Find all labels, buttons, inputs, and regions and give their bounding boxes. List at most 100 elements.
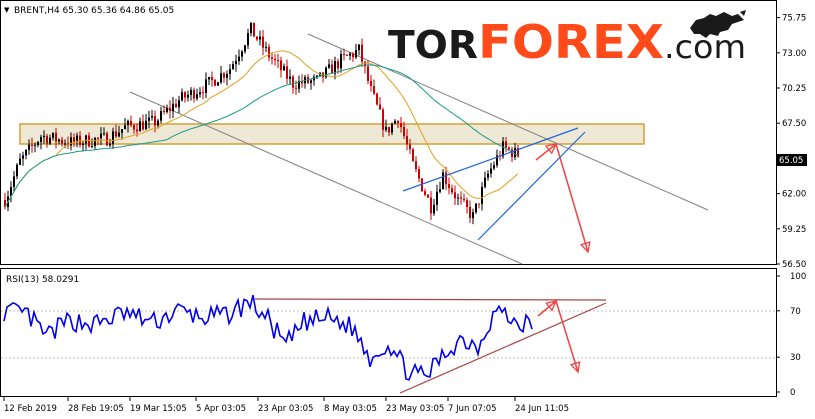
candle-body bbox=[115, 131, 117, 137]
candle-body bbox=[217, 82, 219, 86]
candle-body bbox=[157, 120, 159, 126]
price-tick-label: 67.50 bbox=[782, 119, 806, 129]
brand-tor: TOR bbox=[388, 23, 478, 67]
time-axis: 12 Feb 2019 28 Feb 19:05 19 Mar 15:05 5 Apr… bbox=[3, 397, 569, 414]
candle-body bbox=[301, 80, 303, 84]
candle-body bbox=[478, 203, 480, 205]
candle-body bbox=[415, 161, 417, 170]
candle-body bbox=[418, 169, 420, 179]
rsi-tick-label: 30 bbox=[790, 353, 801, 363]
candle-body bbox=[100, 133, 102, 139]
candle-body bbox=[211, 77, 213, 80]
candle-body bbox=[238, 56, 240, 61]
candle-body bbox=[364, 61, 366, 67]
rsi-tick-label: 70 bbox=[790, 307, 801, 317]
candle-body bbox=[187, 94, 189, 98]
candle-body bbox=[226, 73, 228, 78]
candle-body bbox=[280, 60, 282, 71]
candle-body bbox=[28, 144, 30, 150]
candle-body bbox=[244, 45, 246, 52]
candle-body bbox=[124, 125, 126, 130]
candle-body bbox=[352, 53, 354, 58]
candle-body bbox=[55, 132, 57, 142]
candle-body bbox=[442, 172, 444, 190]
candle-body bbox=[457, 197, 459, 199]
candle-body bbox=[136, 129, 138, 132]
candle-body bbox=[37, 142, 39, 146]
time-tick-label: 7 Jun 07:05 bbox=[448, 404, 497, 414]
channel-line-upper bbox=[307, 33, 709, 211]
time-tick-label: 12 Feb 2019 bbox=[4, 404, 57, 414]
wedge-line-upper bbox=[402, 127, 579, 192]
candle-body bbox=[232, 64, 234, 70]
candle-body bbox=[85, 135, 87, 144]
candle-body bbox=[517, 147, 519, 157]
bull-logo-icon bbox=[690, 10, 746, 38]
candle-body bbox=[94, 137, 96, 147]
candle-body bbox=[139, 121, 141, 132]
candle-body bbox=[409, 144, 411, 150]
candle-body bbox=[469, 206, 471, 219]
brand-logo: TORFOREX.com bbox=[388, 10, 746, 69]
collapse-arrow-icon[interactable]: ▼ bbox=[4, 6, 10, 14]
candle-body bbox=[277, 60, 279, 62]
forecast-arrow-head bbox=[579, 241, 591, 254]
candle-body bbox=[127, 120, 129, 126]
symbol-info: BRENT,H4 65.30 65.36 64.86 65.05 bbox=[14, 6, 174, 16]
candle-body bbox=[466, 200, 468, 207]
candle-body bbox=[82, 143, 84, 145]
candle-body bbox=[160, 111, 162, 121]
candle-body bbox=[106, 133, 108, 146]
candle-body bbox=[316, 75, 318, 77]
candle-body bbox=[493, 165, 495, 169]
candle-body bbox=[331, 64, 333, 74]
candle-body bbox=[430, 197, 432, 214]
candle-body bbox=[340, 54, 342, 69]
candle-body bbox=[373, 86, 375, 94]
candle-body bbox=[343, 54, 345, 56]
candle-body bbox=[34, 145, 36, 147]
candle-body bbox=[451, 188, 453, 193]
forecast-arrow-shaft bbox=[537, 300, 557, 317]
candle-body bbox=[88, 135, 90, 147]
candle-body bbox=[505, 141, 507, 148]
candle-body bbox=[334, 61, 336, 74]
candle-body bbox=[118, 132, 120, 137]
candle-body bbox=[25, 149, 27, 156]
candle-body bbox=[214, 79, 216, 86]
candle-body bbox=[265, 46, 267, 48]
candle-body bbox=[52, 132, 54, 138]
candle-body bbox=[220, 73, 222, 83]
price-axis: 75.75 73.00 70.25 67.50 62.00 59.25 56.50 bbox=[776, 14, 806, 270]
candle-body bbox=[346, 54, 348, 56]
candle-body bbox=[454, 192, 456, 199]
candle-body bbox=[514, 147, 516, 158]
candle-body bbox=[487, 173, 489, 178]
candle-body bbox=[394, 120, 396, 124]
time-tick-label: 5 Apr 03:05 bbox=[196, 404, 246, 414]
candle-body bbox=[4, 200, 6, 208]
candle-body bbox=[403, 126, 405, 137]
forecast-arrow-shaft bbox=[555, 300, 579, 373]
price-tick-label: 75.75 bbox=[782, 14, 806, 24]
candle-body bbox=[133, 125, 135, 130]
price-tick-label: 70.25 bbox=[782, 84, 806, 94]
rsi-line bbox=[3, 295, 533, 381]
forecast-arrow-head bbox=[545, 300, 558, 312]
candle-body bbox=[112, 131, 114, 144]
candle-body bbox=[460, 197, 462, 199]
candle-body bbox=[439, 189, 441, 192]
time-tick-label: 23 Apr 03:05 bbox=[258, 404, 313, 414]
price-tick-label: 56.50 bbox=[782, 260, 806, 270]
candle-body bbox=[289, 76, 291, 79]
candle-body bbox=[310, 80, 312, 83]
candle-body bbox=[400, 123, 402, 127]
current-price-label: 65.05 bbox=[779, 156, 803, 166]
time-tick-label: 24 Jun 11:05 bbox=[515, 404, 569, 414]
candle-body bbox=[58, 139, 60, 142]
candle-body bbox=[130, 120, 132, 126]
candle-body bbox=[388, 126, 390, 133]
rsi-trendline-upper bbox=[254, 298, 607, 301]
candle-body bbox=[385, 126, 387, 130]
